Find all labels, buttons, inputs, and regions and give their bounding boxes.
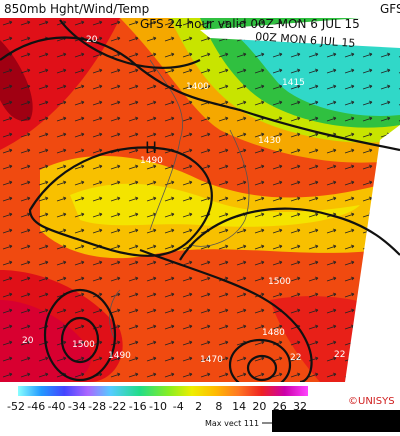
color-bar-label: -16: [129, 400, 147, 413]
contour-label: 1480: [262, 328, 285, 338]
contour-label: 1490: [140, 156, 163, 166]
color-bar-label: -46: [27, 400, 45, 413]
valid-time: GFS 24 hour valid 00Z MON 6 JUL 15: [140, 17, 360, 31]
header-bar: [0, 0, 400, 18]
color-bar-label: 14: [232, 400, 246, 413]
black-box: [272, 410, 400, 432]
model-tag: GFS: [380, 2, 400, 16]
contour-label: 1500: [268, 277, 291, 287]
color-bar-label: -10: [149, 400, 167, 413]
color-bar: [18, 386, 308, 396]
contour-label: 1500: [72, 340, 95, 350]
color-bar-label: -4: [173, 400, 184, 413]
contour-label: 22: [290, 353, 301, 363]
contour-label: 1430: [258, 136, 281, 146]
high-marker: H: [145, 138, 157, 157]
color-bar-label: 26: [273, 400, 287, 413]
color-bar-label: -22: [108, 400, 126, 413]
color-bar-labels: -52 -46 -40 -34 -28 -22 -16 -10 -4 2 8 14 20 26 32: [7, 400, 307, 413]
color-bar-label: 8: [215, 400, 222, 413]
color-bar-label: 2: [195, 400, 202, 413]
contour-label: 20: [86, 35, 98, 45]
contour-label: 20: [22, 336, 34, 346]
max-vector: Max vect 111: [205, 419, 259, 428]
contour-label: 1400: [186, 82, 209, 92]
color-bar-label: -52: [7, 400, 25, 413]
color-bar-label: -40: [48, 400, 66, 413]
color-bar-label: -28: [88, 400, 106, 413]
contour-label: 1470: [200, 355, 223, 365]
credit: ©UNISYS: [348, 396, 395, 407]
contour-label: 1490: [108, 351, 131, 361]
contour-label: 22: [334, 350, 345, 360]
contour-label: 1415: [282, 78, 305, 88]
color-bar-label: 32: [293, 400, 307, 413]
color-bar-label: 20: [252, 400, 266, 413]
title: 850mb Hght/Wind/Temp: [4, 2, 149, 16]
map: H 20 1400 1415 1490 1430 20 1500 1480 14…: [0, 15, 400, 392]
color-bar-label: -34: [68, 400, 86, 413]
